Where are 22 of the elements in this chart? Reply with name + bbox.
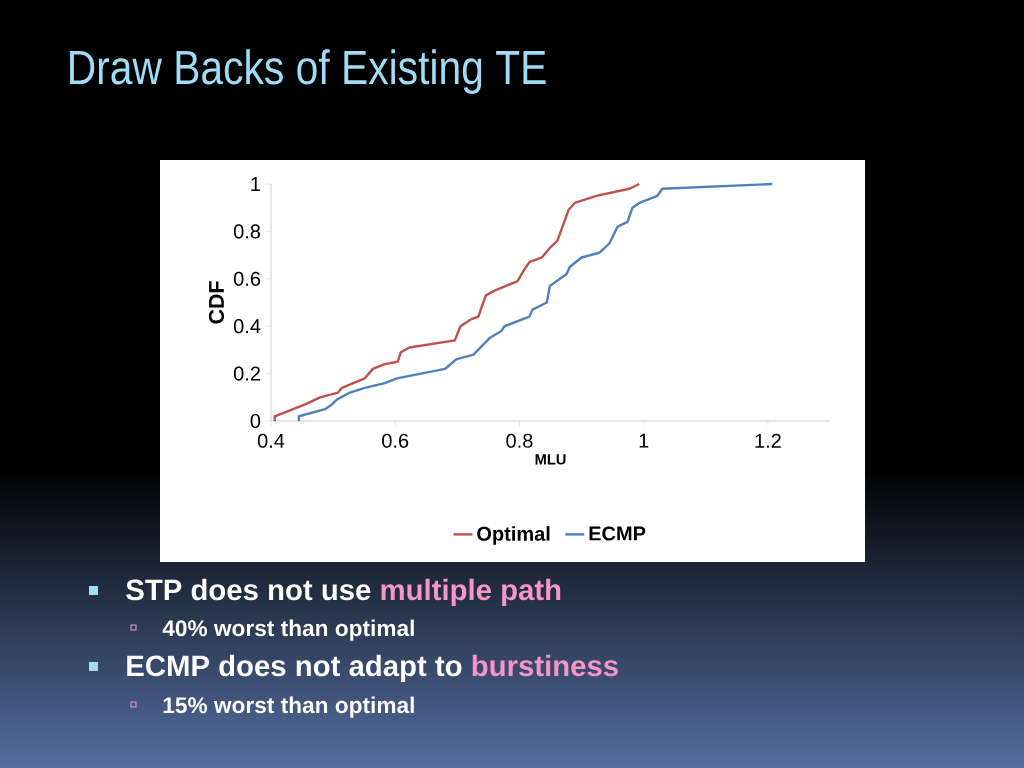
text: multiple path — [381, 578, 561, 607]
legend-label: ECMP — [589, 526, 646, 541]
y-tick-label: 1 — [251, 177, 260, 191]
x-tick-label: 0.8 — [506, 433, 533, 448]
chart-title: Draw Backs of Existing TE — [70, 49, 546, 94]
text: 15% worst than optimal — [163, 696, 414, 718]
x-axis-title: MLU — [535, 454, 566, 465]
text: 40% worst than optimal — [162, 619, 414, 641]
y-tick-label: 0.2 — [233, 366, 260, 381]
text: burstiness — [472, 654, 618, 677]
y-axis-title: CDF — [208, 281, 224, 324]
y-tick-label: 0.4 — [233, 319, 261, 334]
x-tick-label: 1.2 — [755, 433, 781, 448]
legend-label: Optimal — [477, 526, 550, 545]
x-tick-label: 0.6 — [382, 433, 409, 448]
line-series — [297, 182, 774, 423]
text: ECMP does not adapt to — [127, 654, 462, 683]
y-tick-label: 0.8 — [233, 224, 261, 239]
y-tick-label: 0.6 — [233, 271, 261, 286]
x-tick-label: 1 — [639, 433, 649, 448]
text: STP does not use — [126, 578, 371, 601]
y-tick-label: 0 — [250, 413, 261, 429]
